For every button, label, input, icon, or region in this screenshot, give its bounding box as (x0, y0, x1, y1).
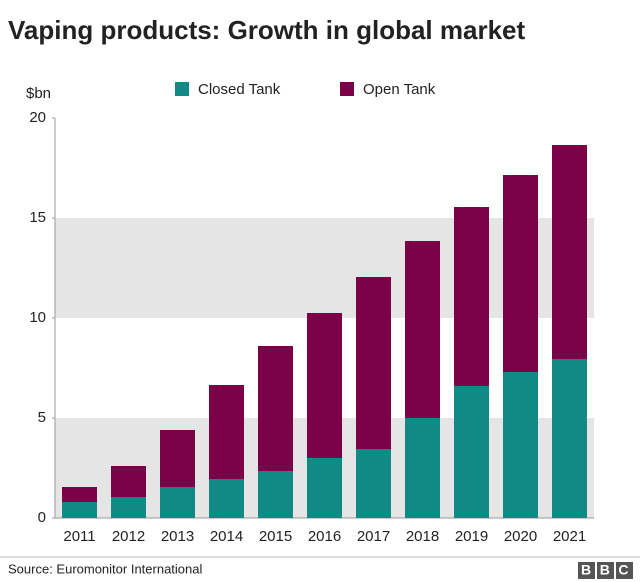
bar-segment (160, 430, 195, 487)
legend-label: Open Tank (363, 81, 436, 98)
x-tick-label: 2018 (406, 528, 439, 545)
x-tick-label: 2020 (504, 528, 537, 545)
x-tick-label: 2016 (308, 528, 341, 545)
logo-box (616, 562, 633, 579)
x-tick-label: 2013 (161, 528, 194, 545)
x-tick-label: 2021 (553, 528, 586, 545)
y-tick-label: 0 (38, 509, 46, 526)
bar-segment (209, 385, 244, 479)
bar-segment (307, 458, 342, 518)
bar-segment (62, 502, 97, 518)
legend-label: Closed Tank (198, 81, 281, 98)
y-axis-label: $bn (26, 85, 51, 102)
source: Source: Euromonitor International (8, 561, 202, 576)
y-tick-label: 20 (29, 109, 46, 126)
logo-box (597, 562, 614, 579)
bar-segment (405, 418, 440, 518)
bar-segment (503, 372, 538, 518)
bar-segment (111, 466, 146, 497)
x-tick-label: 2012 (112, 528, 145, 545)
chart-title: Vaping products: Growth in global market (8, 15, 525, 45)
y-tick-label: 15 (29, 209, 46, 226)
legend-swatch (175, 82, 189, 96)
x-tick-label: 2015 (259, 528, 292, 545)
bar-segment (454, 386, 489, 518)
bar-segment (258, 346, 293, 471)
plot-area: 0 5 10 15 20 Closed Tank Open Tank 2011 2012 2013… (29, 81, 594, 545)
y-tick-label: 10 (29, 309, 46, 326)
bar-segment (160, 487, 195, 518)
bar-segment (552, 145, 587, 359)
bar-segment (258, 471, 293, 518)
logo: BBC (581, 562, 637, 578)
bar-segment (111, 497, 146, 518)
y-tick-label: 5 (38, 409, 46, 426)
bar-segment (552, 359, 587, 518)
bar-segment (503, 175, 538, 372)
logo-box (578, 562, 595, 579)
bar-segment (307, 313, 342, 458)
bar-segment (356, 277, 391, 449)
bar-segment (62, 487, 97, 502)
x-tick-label: 2019 (455, 528, 488, 545)
x-tick-label: 2011 (63, 528, 95, 545)
bar-segment (405, 241, 440, 418)
bar-segment (209, 479, 244, 518)
legend-swatch (340, 82, 354, 96)
x-tick-label: 2017 (357, 528, 390, 545)
x-tick-label: 2014 (210, 528, 243, 545)
bar-segment (454, 207, 489, 386)
bar-segment (356, 449, 391, 518)
